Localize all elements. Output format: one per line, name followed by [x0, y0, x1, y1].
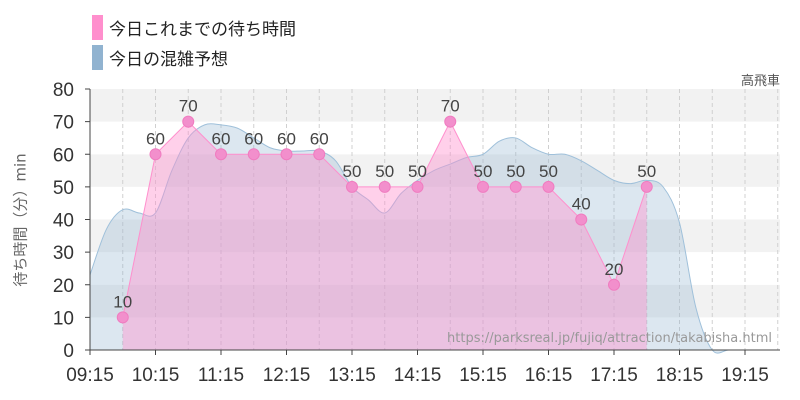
data-point — [149, 148, 162, 161]
data-label: 50 — [539, 162, 558, 181]
source-url: https://parksreal.jp/fujiq/attraction/ta… — [447, 331, 772, 346]
data-label: 50 — [343, 162, 362, 181]
x-tick-label: 19:15 — [721, 365, 769, 386]
data-point — [411, 180, 424, 193]
data-label: 50 — [408, 162, 427, 181]
data-label: 60 — [244, 129, 263, 148]
vertical-gridlines — [122, 89, 779, 350]
data-point — [575, 213, 588, 226]
y-tick-label: 50 — [53, 178, 74, 199]
y-tick-label: 30 — [53, 243, 74, 264]
data-point — [608, 278, 620, 291]
x-tick-labels: 09:15 10:15 11:15 12:15 13:15 14:15 15:15 16:15… — [66, 350, 769, 386]
y-tick-label: 60 — [53, 145, 74, 166]
data-point — [280, 148, 293, 161]
data-label: 40 — [572, 195, 591, 214]
band-30-40 — [90, 219, 780, 253]
legend-label-forecast: 今日の混雑予想 — [109, 49, 228, 70]
data-point — [346, 180, 358, 193]
x-tick-label: 12:15 — [263, 365, 311, 386]
attraction-name: 高飛車 — [740, 74, 780, 89]
x-tick-label: 16:15 — [525, 365, 573, 386]
data-label: 60 — [277, 129, 296, 148]
actual-points — [116, 115, 653, 324]
forecast-area — [90, 123, 762, 354]
band-40-50 — [90, 186, 780, 220]
actual-area — [122, 121, 647, 350]
y-tick-label: 20 — [53, 276, 74, 297]
x-tick-label: 09:15 — [66, 365, 114, 386]
band-0-10 — [90, 317, 780, 350]
data-label: 50 — [637, 162, 656, 181]
y-tick-labels: 0 10 20 30 40 50 60 70 80 — [53, 80, 90, 362]
y-tick-label: 10 — [53, 308, 74, 329]
band-20-30 — [90, 252, 780, 285]
data-point — [247, 148, 260, 161]
background-bands — [90, 89, 780, 350]
band-70-80 — [90, 89, 780, 122]
data-point — [509, 180, 522, 193]
data-label: 50 — [375, 162, 394, 181]
data-point — [477, 180, 489, 193]
data-labels: 10 60 70 60 60 60 60 50 50 50 70 50 50 50 40 20 50 — [113, 97, 656, 312]
data-point — [313, 148, 326, 161]
x-tick-label: 13:15 — [328, 365, 376, 386]
data-label: 60 — [146, 129, 165, 148]
legend-item-forecast: 今日の混雑予想 — [92, 42, 296, 72]
data-point — [542, 180, 555, 193]
data-label: 20 — [605, 260, 624, 279]
forecast-line — [89, 123, 762, 354]
data-label: 70 — [441, 97, 460, 116]
x-tick-label: 15:15 — [459, 365, 507, 386]
legend-item-actual: 今日これまでの待ち時間 — [92, 12, 296, 42]
legend-label-actual: 今日これまでの待ち時間 — [109, 19, 296, 40]
data-label: 50 — [474, 162, 493, 181]
x-tick-label: 18:15 — [656, 365, 704, 386]
forecast-series — [89, 123, 762, 354]
y-tick-label: 40 — [53, 211, 74, 232]
data-label: 10 — [113, 292, 132, 311]
data-point — [116, 311, 129, 324]
legend-swatch-forecast — [92, 44, 103, 70]
data-label: 70 — [179, 97, 198, 116]
y-tick-label: 0 — [63, 341, 74, 362]
x-tick-label: 11:15 — [198, 365, 244, 386]
data-point — [640, 180, 653, 193]
x-tick-label: 17:15 — [590, 365, 638, 386]
data-point — [215, 148, 227, 161]
data-label: 60 — [212, 129, 231, 148]
legend-swatch-actual — [92, 14, 103, 40]
data-point — [444, 115, 457, 128]
y-tick-label: 80 — [53, 80, 74, 101]
data-label: 60 — [310, 129, 329, 148]
legend: 今日これまでの待ち時間 今日の混雑予想 — [92, 12, 296, 72]
data-label: 50 — [506, 162, 525, 181]
band-10-20 — [90, 284, 780, 318]
y-tick-label: 70 — [53, 113, 74, 134]
data-point — [378, 180, 391, 193]
data-point — [182, 115, 195, 128]
x-tick-label: 10:15 — [132, 365, 180, 386]
x-tick-label: 14:15 — [394, 365, 442, 386]
